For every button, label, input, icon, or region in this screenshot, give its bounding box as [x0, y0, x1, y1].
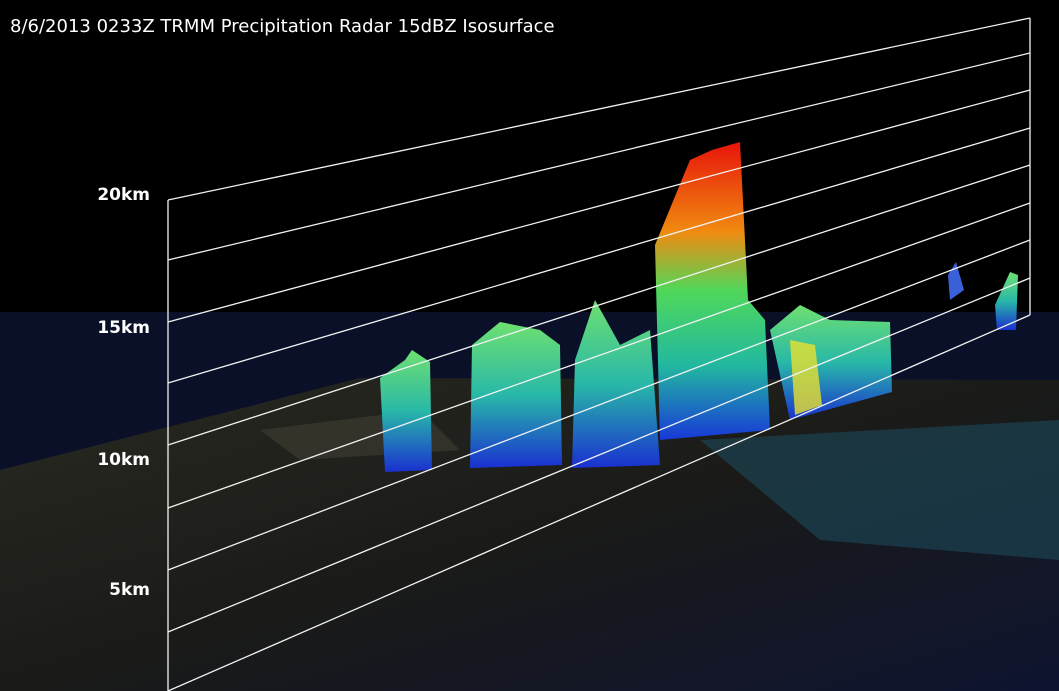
altitude-label: 10km	[97, 450, 150, 470]
altitude-label: 20km	[97, 185, 150, 205]
title: 8/6/2013 0233Z TRMM Precipitation Radar …	[10, 16, 555, 37]
altitude-label: 5km	[109, 580, 150, 600]
altitude-label: 15km	[97, 318, 150, 338]
storm-tower	[470, 322, 562, 468]
radar-image: 8/6/2013 0233Z TRMM Precipitation Radar …	[0, 0, 1059, 691]
